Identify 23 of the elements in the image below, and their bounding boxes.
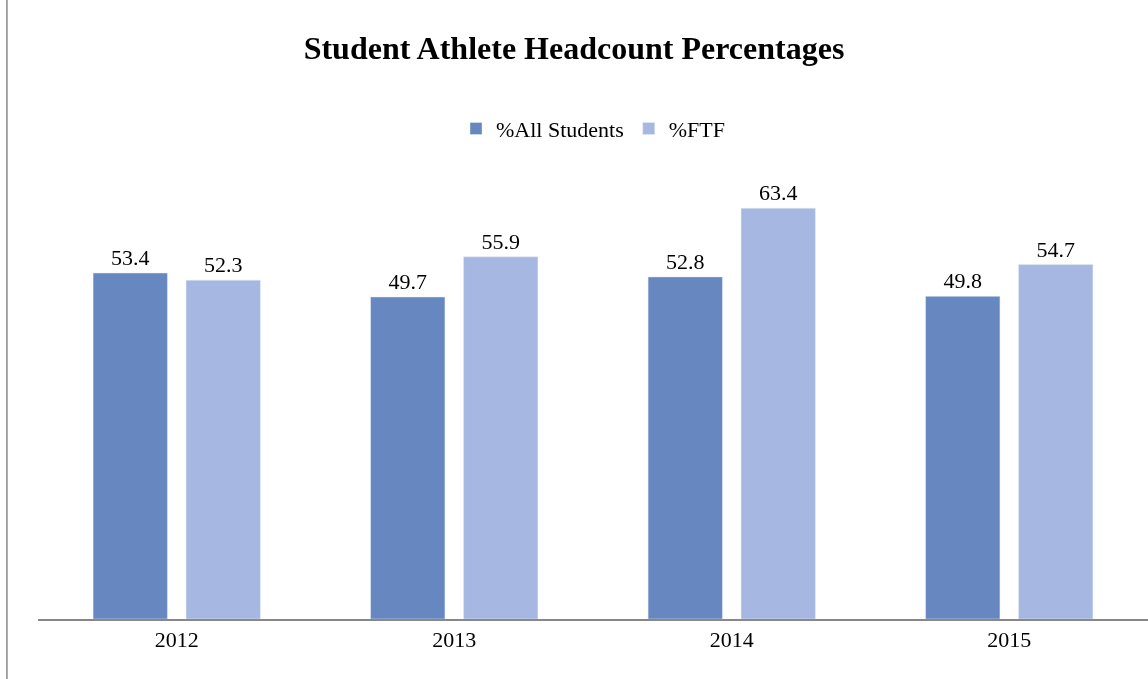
legend-label: %All Students	[496, 117, 624, 143]
bar	[1018, 264, 1094, 619]
chart-title: Student Athlete Headcount Percentages	[303, 29, 845, 66]
data-label: 63.4	[758, 180, 798, 206]
legend-label: %FTF	[668, 117, 725, 143]
bar	[370, 296, 446, 619]
bar	[740, 207, 816, 619]
bar	[647, 276, 723, 619]
data-label: 49.7	[388, 268, 428, 294]
data-label: 49.8	[943, 268, 983, 294]
data-label: 52.8	[666, 248, 705, 274]
data-label: 54.7	[1036, 236, 1075, 262]
x-tick-label: 2012	[154, 627, 199, 653]
data-label: 55.9	[481, 228, 520, 254]
bar	[925, 296, 1001, 619]
x-tick-label: 2015	[987, 627, 1032, 653]
x-tick-label: 2013	[432, 627, 477, 653]
data-label: 52.3	[203, 252, 243, 278]
bar	[463, 256, 539, 619]
bar	[185, 279, 261, 619]
bar	[92, 272, 168, 619]
x-tick-label: 2014	[709, 627, 754, 653]
data-label: 53.4	[111, 245, 150, 271]
